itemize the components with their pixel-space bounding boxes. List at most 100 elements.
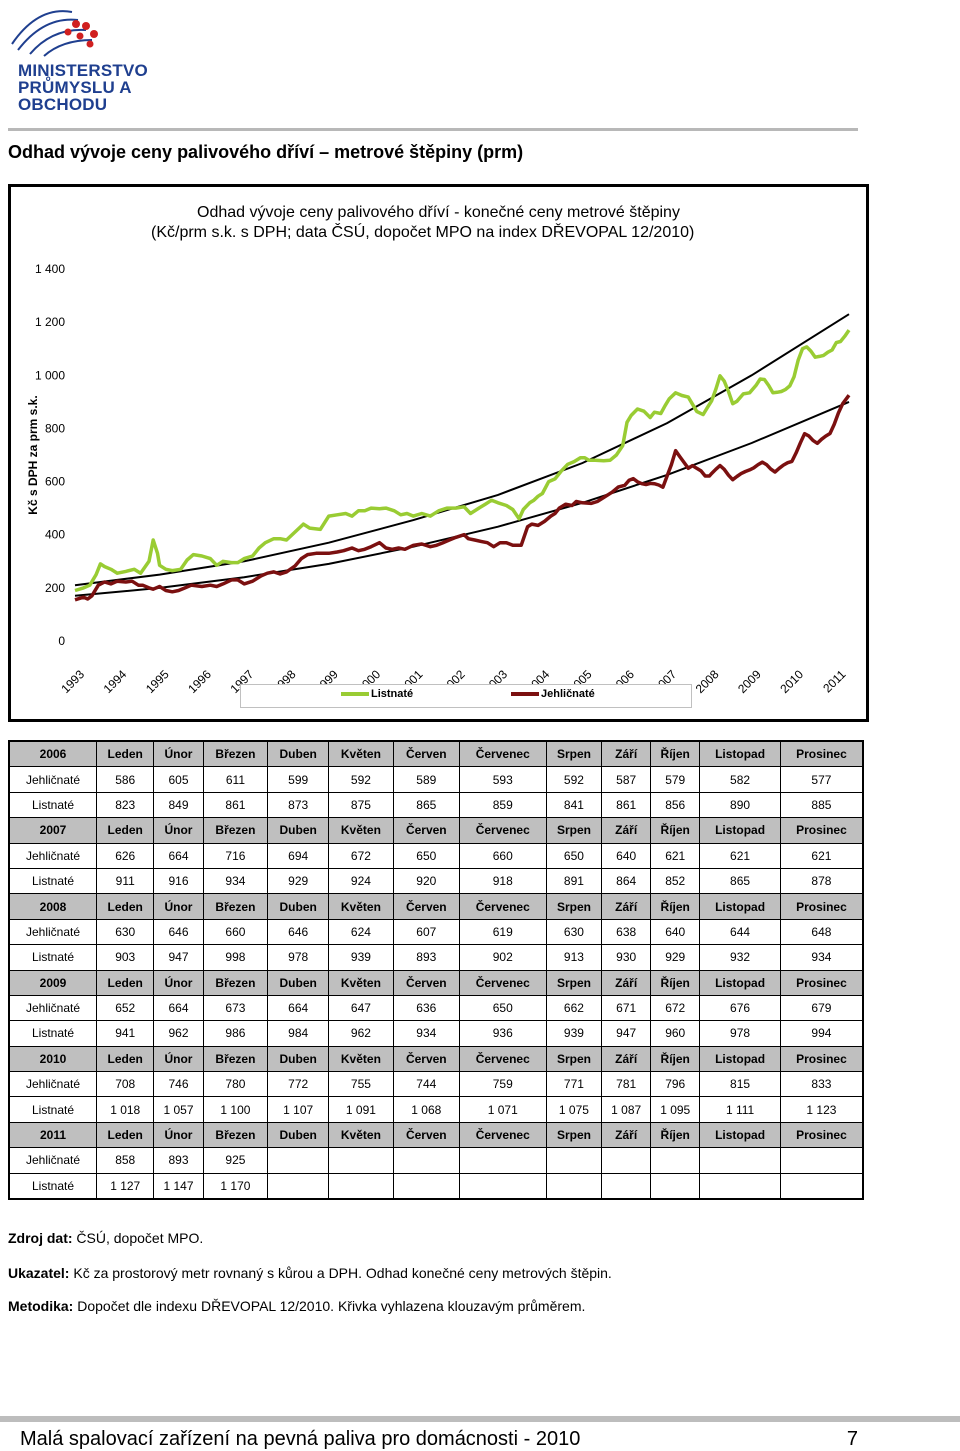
table-value-cell: 660 — [202, 918, 269, 946]
table-month-header: Leden — [95, 740, 155, 768]
table-value-cell: 1 123 — [779, 1096, 864, 1123]
table-value-cell: 941 — [95, 1020, 155, 1047]
method-label: Metodika: — [8, 1298, 74, 1314]
table-value-cell: 671 — [601, 994, 652, 1022]
table-month-header: Březen — [202, 893, 269, 920]
table-value-cell: 708 — [95, 1071, 155, 1098]
series-line-jehlicnate — [74, 394, 851, 602]
table-value-cell: 994 — [779, 1020, 864, 1047]
table-value-cell: 577 — [779, 766, 864, 793]
table-row: Jehličnaté 652 664 673 664 647 636 650 662 671 672… — [8, 994, 864, 1022]
x-tick-label: 2011 — [820, 667, 848, 695]
table-year-cell: 2007 — [8, 817, 97, 844]
table-value-cell: 636 — [392, 994, 460, 1022]
table-value-cell: 582 — [699, 766, 781, 793]
table-value-cell: 646 — [267, 918, 329, 946]
table-value-cell: 589 — [392, 766, 460, 793]
table-row-label: Jehličnaté — [8, 1147, 97, 1174]
table-month-header: Březen — [202, 817, 269, 844]
table-row: Jehličnaté 708 746 780 772 755 744 759 771 781 796… — [8, 1071, 864, 1098]
table-value-cell: 978 — [267, 944, 329, 971]
logo-line-1: MINISTERSTVO — [18, 61, 148, 80]
table-value-cell: 744 — [392, 1071, 460, 1098]
footer-divider — [0, 1416, 960, 1422]
table-month-header: Srpen — [545, 817, 603, 844]
table-value-cell: 772 — [267, 1071, 329, 1098]
table-month-header: Duben — [267, 893, 329, 920]
table-value-cell: 875 — [327, 791, 394, 819]
table-month-header: Říjen — [650, 740, 701, 768]
x-tick-label: 2009 — [735, 667, 764, 696]
legend-item-jehlicnate: Jehličnaté — [511, 688, 595, 700]
table-value-cell: 1 071 — [458, 1096, 547, 1123]
table-value-cell: 592 — [327, 766, 394, 793]
table-row: Listnaté 1 127 1 147 1 170 — [8, 1172, 864, 1200]
table-month-header: Červenec — [458, 740, 547, 768]
table-month-header: Leden — [95, 817, 155, 844]
table-value-cell: 1 107 — [267, 1096, 329, 1123]
logo-line-2: PRŮMYSLU A OBCHODU — [18, 78, 132, 114]
table-year-header-row: 2007 Leden Únor Březen Duben Květen Červen Červ… — [8, 817, 864, 844]
table-value-cell: 852 — [650, 867, 701, 895]
table-row-label: Listnaté — [8, 867, 97, 895]
x-tick-label: 1994 — [101, 667, 130, 696]
table-month-header: Prosinec — [779, 1121, 864, 1149]
table-value-cell: 759 — [458, 1071, 547, 1098]
table-value-cell — [458, 1172, 547, 1200]
indicator-text: Kč za prostorový metr rovnaný s kůrou a … — [69, 1265, 612, 1281]
table-year-header-row: 2006 Leden Únor Březen Duben Květen Červen Červ… — [8, 740, 864, 768]
table-value-cell: 716 — [202, 842, 269, 869]
x-tick-label: 2008 — [693, 667, 722, 696]
table-value-cell — [458, 1147, 547, 1174]
table-value-cell: 962 — [327, 1020, 394, 1047]
table-value-cell — [650, 1172, 701, 1200]
table-month-header: Květen — [327, 893, 394, 920]
table-month-header: Říjen — [650, 893, 701, 920]
footer-title: Malá spalovací zařízení na pevná paliva … — [20, 1428, 581, 1450]
table-value-cell: 902 — [458, 944, 547, 971]
table-month-header: Červen — [392, 969, 460, 996]
source-text: ČSÚ, dopočet MPO. — [72, 1230, 204, 1246]
table-month-header: Prosinec — [779, 740, 864, 768]
table-month-header: Leden — [95, 1045, 155, 1073]
table-value-cell: 873 — [267, 791, 329, 819]
table-month-header: Květen — [327, 1045, 394, 1073]
table-value-cell: 630 — [545, 918, 603, 946]
table-value-cell: 986 — [202, 1020, 269, 1047]
table-value-cell: 861 — [202, 791, 269, 819]
table-month-header: Září — [601, 893, 652, 920]
table-month-header: Květen — [327, 740, 394, 768]
table-month-header: Říjen — [650, 1045, 701, 1073]
y-tick-label: 400 — [45, 528, 65, 542]
table-row: Jehličnaté 630 646 660 646 624 607 619 630 638 640… — [8, 918, 864, 946]
table-value-cell: 1 091 — [327, 1096, 394, 1123]
table-value-cell: 929 — [267, 867, 329, 895]
table-value-cell: 644 — [699, 918, 781, 946]
source-note: Zdroj dat: ČSÚ, dopočet MPO. — [8, 1230, 203, 1246]
table-row: Jehličnaté 586 605 611 599 592 589 593 592 587 579… — [8, 766, 864, 793]
table-value-cell: 672 — [327, 842, 394, 869]
table-value-cell: 1 170 — [202, 1172, 269, 1200]
method-note: Metodika: Dopočet dle indexu DŘEVOPAL 12… — [8, 1298, 585, 1314]
table-value-cell — [267, 1172, 329, 1200]
table-value-cell: 660 — [458, 842, 547, 869]
table-month-header: Červen — [392, 740, 460, 768]
table-value-cell: 646 — [153, 918, 204, 946]
monthly-price-table: 2006 Leden Únor Březen Duben Květen Červen Červ… — [8, 740, 864, 1201]
table-value-cell: 932 — [699, 944, 781, 971]
table-month-header: Červenec — [458, 1045, 547, 1073]
table-month-header: Leden — [95, 893, 155, 920]
table-value-cell: 1 057 — [153, 1096, 204, 1123]
table-month-header: Leden — [95, 1121, 155, 1149]
table-value-cell: 924 — [327, 867, 394, 895]
table-value-cell: 1 068 — [392, 1096, 460, 1123]
table-month-header: Prosinec — [779, 1045, 864, 1073]
table-year-cell: 2011 — [8, 1121, 97, 1149]
table-value-cell: 998 — [202, 944, 269, 971]
table-value-cell: 841 — [545, 791, 603, 819]
table-month-header: Červenec — [458, 1121, 547, 1149]
table-month-header: Září — [601, 740, 652, 768]
table-year-cell: 2006 — [8, 740, 97, 768]
y-axis-label: Kč s DPH za prm s.k. — [26, 395, 40, 514]
y-tick-label: 1 200 — [35, 315, 65, 329]
